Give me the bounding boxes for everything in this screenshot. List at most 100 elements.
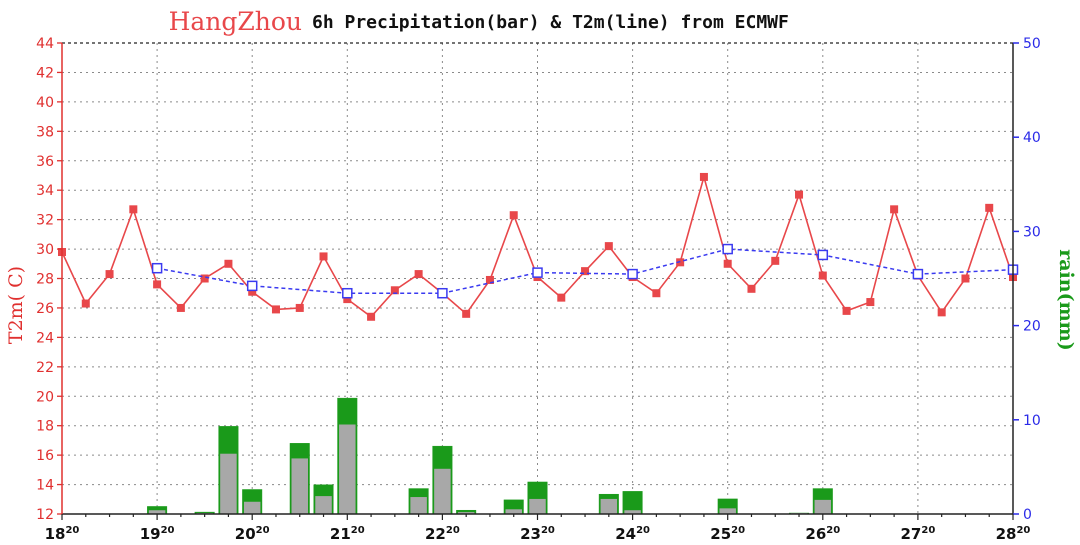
- temperature-daily-point: [912, 268, 924, 280]
- temperature-6h-point: [367, 312, 376, 321]
- x-tick-label: 2820: [996, 525, 1031, 543]
- left-tick-label: 20: [36, 389, 54, 405]
- x-tick-label: 2420: [615, 525, 650, 543]
- left-tick-label: 12: [36, 507, 54, 523]
- temperature-6h-point: [271, 305, 280, 314]
- temperature-6h-point: [485, 275, 494, 284]
- rain-bar-convective: [220, 453, 237, 514]
- temperature-6h-point: [129, 205, 138, 214]
- temperature-6h-point: [747, 284, 756, 293]
- left-tick-label: 18: [36, 419, 54, 435]
- right-tick-label: 40: [1023, 130, 1041, 146]
- right-axis-label: rain(mm): [1055, 249, 1077, 351]
- temperature-6h-point: [866, 298, 875, 307]
- rain-bar-convective: [339, 424, 356, 514]
- x-tick-label: 2220: [425, 525, 460, 543]
- left-tick-label: 44: [36, 36, 54, 52]
- temperature-6h-point: [390, 286, 399, 295]
- x-tick-label: 2720: [901, 525, 936, 543]
- temperature-6h-point: [723, 259, 732, 268]
- right-tick-label: 20: [1023, 319, 1041, 335]
- temperature-daily-point: [817, 249, 829, 261]
- rain-bar-convective: [410, 497, 427, 514]
- rain-bar-convective: [505, 509, 522, 514]
- temperature-6h-point: [937, 308, 946, 317]
- rain-bar-convective: [624, 510, 641, 514]
- left-tick-label: 26: [36, 301, 54, 317]
- x-tick-label: 2320: [520, 525, 555, 543]
- x-tick-label: 2620: [805, 525, 840, 543]
- temperature-6h-point: [248, 287, 257, 296]
- right-tick-label: 0: [1023, 507, 1032, 523]
- temperature-6h-point: [604, 242, 613, 251]
- temperature-6h-point: [509, 211, 518, 220]
- rain-bar-convective: [814, 499, 832, 514]
- temperature-6h-point: [699, 172, 708, 181]
- left-tick-label: 22: [36, 360, 54, 376]
- temperature-6h-point: [81, 299, 90, 308]
- temperature-daily-line: [156, 248, 1014, 294]
- rain-bar-convective: [434, 468, 451, 514]
- temperature-6h-point: [842, 306, 851, 315]
- temperature-6h-point: [961, 274, 970, 283]
- temperature-6h-point: [105, 270, 114, 279]
- rain-bars: [147, 397, 833, 515]
- temperature-6h-point: [890, 205, 899, 214]
- left-tick-label: 42: [36, 65, 54, 81]
- left-tick-label: 28: [36, 272, 54, 288]
- left-tick-label: 30: [36, 242, 54, 258]
- temperature-6h-point: [462, 309, 471, 318]
- right-tick-label: 50: [1023, 36, 1041, 52]
- temperature-daily-point: [627, 268, 638, 280]
- x-tick-label: 1820: [45, 525, 80, 543]
- temperature-6h-point: [795, 190, 804, 199]
- x-tick-label: 2020: [235, 525, 270, 543]
- left-tick-label: 38: [36, 124, 54, 140]
- left-tick-label: 40: [36, 95, 54, 111]
- right-tick-label: 10: [1023, 413, 1041, 429]
- rain-bar-convective: [719, 508, 736, 514]
- x-axis-ticks: 1820 1920 2020 2120 2220 2320 2420 2520 2620 2720…: [45, 514, 1031, 543]
- rain-bar-convective: [457, 512, 475, 514]
- left-axis-ticks: 12 14 16 18 20 22 24 26 28 30 32 34 36 38 40 42 44: [36, 36, 62, 523]
- left-tick-label: 32: [36, 213, 54, 229]
- temperature-6h-point: [224, 259, 233, 268]
- rain-bar-convective: [148, 510, 166, 514]
- temperature-6h-point: [652, 289, 661, 298]
- chart-title-city: HangZhou: [169, 7, 302, 36]
- temperature-6h-point: [200, 274, 209, 283]
- temperature-6h-point: [153, 280, 162, 289]
- temperature-6h-point: [319, 252, 328, 261]
- x-tick-label: 1920: [140, 525, 175, 543]
- temperature-6h-point: [581, 267, 590, 276]
- temperature-lines: [58, 172, 1019, 321]
- x-tick-label: 2120: [330, 525, 365, 543]
- temperature-daily-point: [532, 267, 543, 278]
- rain-bar-convective: [315, 496, 332, 514]
- temperature-daily-point: [342, 287, 353, 299]
- left-tick-label: 36: [36, 154, 54, 170]
- left-axis-label: T2m( C): [5, 266, 27, 344]
- rain-bar-convective: [529, 498, 546, 514]
- x-tick-label: 2520: [710, 525, 745, 543]
- rain-bar-convective: [243, 501, 261, 514]
- temperature-6h-point: [771, 256, 780, 265]
- rain-bar-convective: [600, 498, 618, 514]
- temperature-daily-point: [437, 287, 448, 299]
- left-tick-label: 24: [36, 330, 54, 346]
- rain-bar-convective: [291, 458, 308, 514]
- temperature-daily-point: [722, 243, 733, 255]
- temperature-6h-point: [295, 303, 304, 312]
- temperature-6h-point: [414, 270, 423, 279]
- left-tick-label: 16: [36, 448, 54, 464]
- temperature-6h-point: [557, 293, 566, 302]
- temperature-6h-point: [176, 303, 185, 312]
- left-tick-label: 34: [36, 183, 54, 199]
- right-tick-label: 30: [1023, 224, 1041, 240]
- temperature-daily-point: [246, 280, 258, 292]
- temperature-6h-point: [985, 203, 994, 212]
- chart-title: 6h Precipitation(bar) & T2m(line) from E…: [312, 12, 789, 33]
- temperature-6h-point: [818, 271, 827, 280]
- temperature-daily-point: [151, 262, 163, 274]
